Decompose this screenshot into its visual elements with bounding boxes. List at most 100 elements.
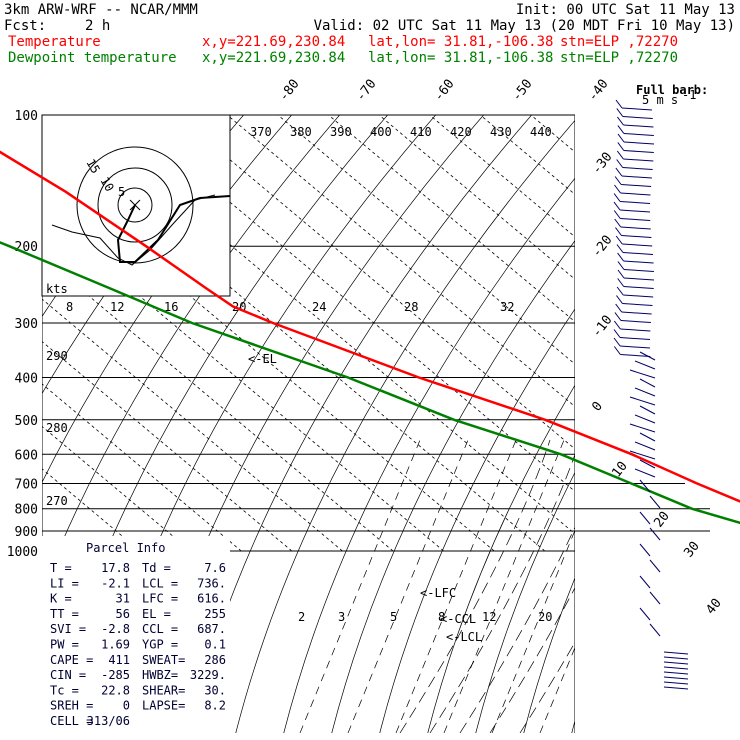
wind-barb-flag bbox=[614, 176, 622, 185]
wind-barb bbox=[620, 320, 651, 323]
theta-label: 400 bbox=[370, 125, 392, 139]
wind-barb-flag bbox=[617, 116, 624, 126]
isotherm-line bbox=[226, 115, 575, 408]
pressure-label-400: 400 bbox=[15, 371, 38, 386]
wind-barb bbox=[620, 328, 651, 332]
mixing-ratio-label: 2 bbox=[298, 610, 305, 624]
forecast-label: Fcst: bbox=[4, 18, 46, 34]
temperature-station: stn=ELP ,72270 bbox=[560, 34, 678, 50]
dewpoint-profile bbox=[0, 241, 740, 525]
wind-barb bbox=[634, 360, 656, 370]
theta-label: 420 bbox=[450, 125, 472, 139]
wind-barb-flag bbox=[613, 193, 621, 202]
dewpoint-legend: Dewpoint temperature bbox=[8, 50, 177, 66]
hodograph-inset: 5 10 15 kts bbox=[41, 114, 231, 297]
parcel-key-right: EL = bbox=[142, 607, 171, 621]
lcl-marker: <-LCL bbox=[446, 630, 482, 644]
isotherm-label: -10 bbox=[589, 313, 615, 341]
hodograph-ring-label-10: 10 bbox=[97, 175, 116, 195]
parcel-key-left: TT = bbox=[50, 607, 79, 621]
mixing-ratio-label: 3 bbox=[338, 610, 345, 624]
parcel-key-left: K = bbox=[50, 592, 72, 606]
theta-label: 430 bbox=[490, 125, 512, 139]
wind-barb bbox=[622, 116, 653, 119]
parcel-value-right: 0.1 bbox=[204, 638, 226, 652]
parcel-value-right: 30. bbox=[204, 683, 226, 697]
isotherm-label: -70 bbox=[353, 77, 379, 105]
parcel-value-left: 411 bbox=[108, 653, 130, 667]
wind-barb bbox=[649, 559, 661, 573]
isotherm-label: -20 bbox=[589, 233, 615, 261]
dry-adiabat bbox=[618, 110, 740, 740]
theta-label: 290 bbox=[46, 349, 68, 363]
parcel-info-title: Parcel Info bbox=[86, 541, 165, 555]
wind-barb-flag bbox=[617, 142, 625, 151]
wind-barb-flag bbox=[617, 278, 625, 287]
parcel-key-right: LCL = bbox=[142, 576, 178, 590]
isotherm-label: 10 bbox=[609, 459, 630, 481]
barb-legend-title: Full barb: bbox=[636, 83, 708, 97]
wind-barb bbox=[634, 414, 656, 424]
isotherm-line bbox=[479, 115, 575, 195]
dry-adiabat bbox=[235, 119, 575, 733]
dry-adiabat bbox=[571, 719, 575, 733]
parcel-value-left: 31 bbox=[116, 592, 130, 606]
parcel-value-left: 22.8 bbox=[101, 683, 130, 697]
wind-barb bbox=[620, 226, 651, 230]
shear-axis-label: 24 bbox=[312, 300, 326, 314]
wind-barb-flag bbox=[617, 252, 624, 262]
pressure-label-500: 500 bbox=[15, 414, 38, 429]
wind-barb bbox=[623, 124, 654, 128]
wind-barb-flag bbox=[616, 108, 624, 117]
wind-barb bbox=[663, 666, 689, 670]
wind-barb-flag bbox=[613, 346, 621, 355]
wind-barb bbox=[623, 133, 654, 136]
moist-adiabat bbox=[459, 526, 575, 733]
wind-barb bbox=[639, 405, 656, 415]
dry-adiabat bbox=[187, 115, 533, 733]
model-title: 3km ARW-WRF -- NCAR/MMM bbox=[4, 2, 198, 18]
wind-barb-flag bbox=[616, 159, 624, 168]
barb-legend-unit-exponent: -1 bbox=[682, 88, 696, 102]
isotherm-label: 40 bbox=[703, 596, 724, 618]
parcel-value-left: 17.8 bbox=[101, 561, 130, 575]
wind-barb bbox=[639, 378, 656, 388]
wind-barb bbox=[663, 676, 689, 680]
parcel-value-right: 7.6 bbox=[204, 561, 226, 575]
wind-barb-flag bbox=[617, 133, 625, 143]
mixing-ratio-label: 20 bbox=[538, 610, 552, 624]
parcel-info-box: Parcel Info T = 17.8 Td = 7.6 LI = -2.1 LCL = 7… bbox=[42, 536, 230, 733]
wind-barb bbox=[622, 252, 654, 255]
lfc-marker: <-LFC bbox=[420, 586, 456, 600]
wind-barbs bbox=[613, 99, 689, 690]
wind-barb bbox=[620, 345, 651, 349]
dry-adiabat bbox=[714, 110, 740, 740]
wind-barb bbox=[634, 387, 656, 397]
dry-adiabat bbox=[666, 110, 740, 740]
mixing-ratio-label: 5 bbox=[390, 610, 397, 624]
parcel-value-left: -285 bbox=[101, 668, 130, 682]
wind-barb-flag bbox=[613, 201, 621, 211]
mixing-ratio-line bbox=[491, 529, 575, 733]
parcel-value-right: 687. bbox=[197, 622, 226, 636]
wind-barb bbox=[621, 184, 652, 187]
wind-barb-flag bbox=[616, 150, 624, 160]
isotherm-label: -80 bbox=[276, 77, 302, 105]
wind-barb bbox=[634, 441, 656, 451]
parcel-key-left: SREH = bbox=[50, 699, 93, 713]
parcel-key-left: PW = bbox=[50, 638, 79, 652]
hodograph-kts-label: kts bbox=[46, 282, 68, 296]
parcel-value-left: 0 bbox=[123, 699, 130, 713]
wind-barb bbox=[663, 681, 689, 685]
temperature-latlon: lat,lon= 31.81,-106.38 bbox=[368, 34, 553, 50]
wind-barb bbox=[639, 459, 656, 469]
isotherm-line bbox=[328, 115, 575, 323]
wind-barb bbox=[639, 575, 651, 589]
wind-barb-flag bbox=[613, 329, 621, 338]
wind-barb bbox=[620, 337, 651, 340]
parcel-key-left: LI = bbox=[50, 576, 79, 590]
wind-barb bbox=[649, 623, 661, 637]
hodograph-trace-secondary bbox=[51, 194, 216, 266]
parcel-value-right: 8.2 bbox=[204, 699, 226, 713]
